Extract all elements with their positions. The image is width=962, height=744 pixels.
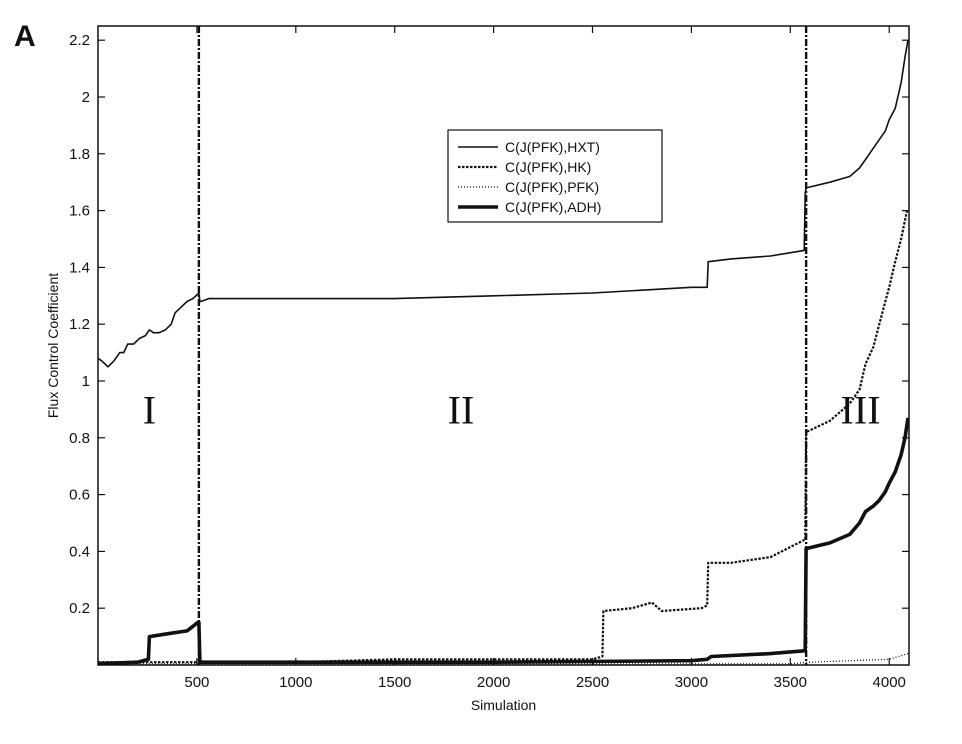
region-labels: I II III: [143, 388, 881, 433]
x-tick-label: 1000: [279, 674, 312, 691]
y-axis-title: Flux Control Coefficient: [45, 273, 61, 418]
y-tick-label: 1.2: [69, 316, 90, 333]
legend-label-0: C(J(PFK),HXT): [505, 139, 600, 155]
x-tick-label: 2000: [477, 674, 510, 691]
x-tick-label: 500: [184, 674, 209, 691]
y-tick-label: 1.6: [69, 203, 90, 220]
plot-frame: [97, 25, 910, 666]
y-tick-label: 1.8: [69, 146, 90, 163]
x-axis-title: Simulation: [471, 697, 536, 713]
y-tick-label: 1.4: [69, 259, 90, 276]
y-tick-label: 0.6: [69, 487, 90, 504]
x-tick-label: 4000: [873, 674, 906, 691]
x-tick-label: 3000: [675, 674, 708, 691]
legend-label-2: C(J(PFK),PFK): [505, 179, 599, 195]
series-line-1: [98, 210, 909, 664]
legend-label-3: C(J(PFK),ADH): [505, 199, 601, 215]
y-tick-label: 1: [82, 373, 90, 390]
panel-label: A: [14, 20, 36, 53]
x-tick-label: 2500: [576, 674, 609, 691]
y-tick-label: 0.2: [69, 600, 90, 617]
region-label-0: I: [143, 388, 156, 433]
legend-label-1: C(J(PFK),HK): [505, 159, 591, 175]
series-line-0: [97, 40, 909, 368]
series-line-2: [98, 652, 909, 665]
series-line-3: [97, 417, 910, 666]
region-boundaries: [197, 26, 808, 665]
series-layer: [97, 40, 910, 666]
y-tick-label: 0.8: [69, 430, 90, 447]
legend: C(J(PFK),HXT) C(J(PFK),HK) C(J(PFK),PFK) C(…: [447, 129, 663, 223]
y-tick-label: 0.4: [69, 543, 90, 560]
x-tick-label: 1500: [378, 674, 411, 691]
axes: 500 1000 1500 2000 2500 3000 3500 4000 0.2 0.4 0.6…: [69, 26, 909, 691]
y-tick-label: 2.2: [69, 32, 90, 49]
region-label-2: III: [841, 388, 881, 433]
y-tick-label: 2: [82, 89, 90, 106]
plot-area: [97, 25, 910, 666]
region-label-1: II: [448, 388, 475, 433]
x-tick-label: 3500: [774, 674, 807, 691]
